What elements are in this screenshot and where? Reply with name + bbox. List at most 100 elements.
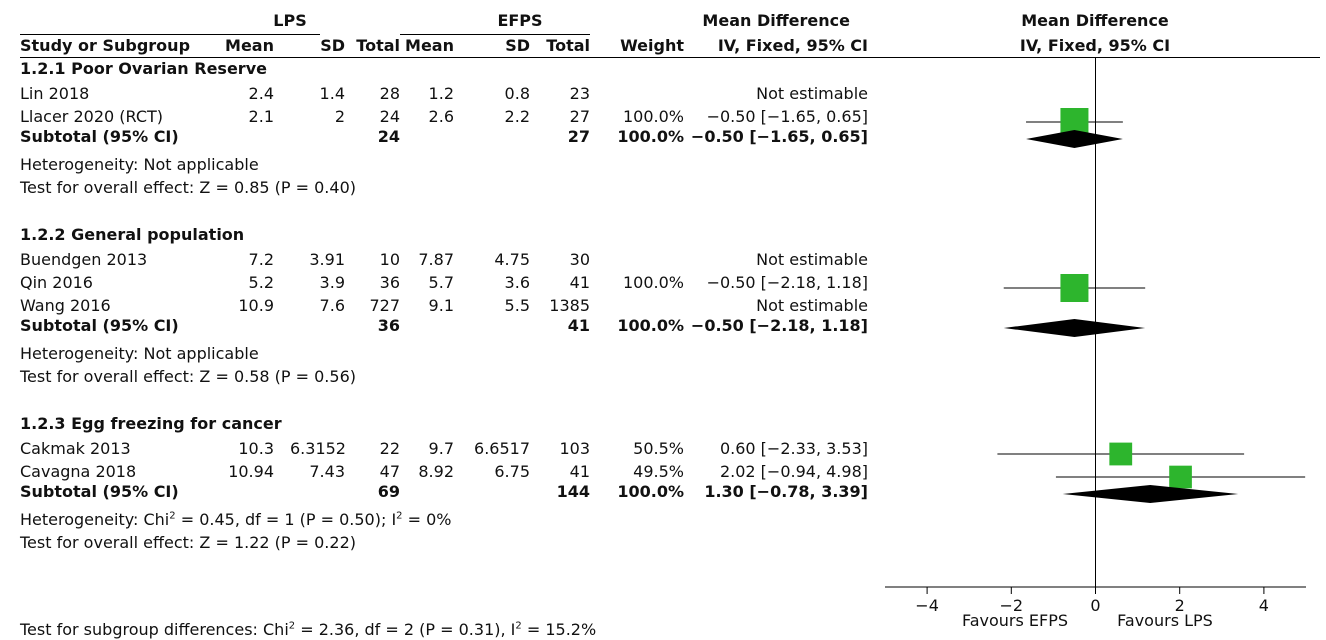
study-sd2: 2.2 (504, 107, 530, 126)
study-sd1: 7.43 (309, 462, 345, 481)
md-sub: IV, Fixed, 95% CI (717, 36, 868, 55)
heterogeneity-text: = 0% (402, 510, 452, 529)
study-mean2: 9.7 (428, 439, 454, 458)
subtotal-diamond (1062, 485, 1239, 503)
study-name: Llacer 2020 (RCT) (20, 107, 164, 126)
study-marker (1109, 442, 1133, 466)
overall-effect: Test for overall effect: Z = 1.22 (P = 0… (20, 533, 356, 552)
heterogeneity: Heterogeneity: Not applicable (20, 344, 259, 363)
plot-sub: IV, Fixed, 95% CI (1019, 36, 1171, 55)
subtotal-weight: 100.0% (617, 316, 684, 335)
study-n1: 28 (379, 84, 400, 103)
study-sd1: 3.91 (309, 250, 345, 269)
col-total2: Total (546, 36, 590, 55)
study-sd1: 1.4 (319, 84, 345, 103)
x-tick-label: −4 (915, 596, 939, 615)
subtotal-n2: 144 (556, 482, 590, 501)
study-weight: 49.5% (633, 462, 684, 481)
col-mean1: Mean (225, 36, 274, 55)
study-n2: 23 (569, 84, 590, 103)
study-mean1: 10.9 (238, 296, 274, 315)
study-n1: 10 (379, 250, 400, 269)
study-weight: 50.5% (633, 439, 684, 458)
subtotal-label: Subtotal (95% CI) (20, 127, 179, 146)
subtotal-n1: 24 (377, 127, 400, 146)
col-study: Study or Subgroup (20, 36, 191, 55)
x-tick-label: 2 (1175, 596, 1185, 615)
study-name: Cavagna 2018 (20, 462, 137, 481)
overall-effect: Test for overall effect: Z = 0.58 (P = 0… (20, 367, 356, 386)
study-n1: 727 (369, 296, 400, 315)
subgroup-title: 1.2.3 Egg freezing for cancer (20, 414, 282, 433)
study-ci: 0.60 [−2.33, 3.53] (719, 439, 868, 458)
study-name: Wang 2016 (20, 296, 111, 315)
subtotal-n2: 41 (567, 316, 590, 335)
study-mean1: 2.4 (248, 84, 274, 103)
study-name: Cakmak 2013 (20, 439, 131, 458)
study-mean1: 5.2 (248, 273, 274, 292)
x-tick-label: 4 (1259, 596, 1269, 615)
study-sd1: 6.3152 (290, 439, 346, 458)
heterogeneity-superscript: 2 (169, 510, 176, 522)
study-n2: 30 (569, 250, 590, 269)
study-sd1: 3.9 (319, 273, 345, 292)
favours-left-label: Favours EFPS (961, 611, 1069, 630)
study-weight: 100.0% (622, 107, 684, 126)
study-ci: Not estimable (756, 296, 868, 315)
subtotal-weight: 100.0% (617, 127, 684, 146)
study-mean1: 10.3 (238, 439, 274, 458)
study-sd1: 2 (334, 107, 345, 126)
subtotal-diamond (1026, 130, 1123, 148)
subtotal-n1: 69 (377, 482, 400, 501)
study-mean2: 7.87 (418, 250, 454, 269)
subgroup-title: 1.2.2 General population (20, 225, 245, 244)
study-n2: 41 (569, 273, 590, 292)
x-tick-label: 0 (1090, 596, 1100, 615)
plot-title: Mean Difference (1021, 11, 1169, 30)
study-n1: 36 (379, 273, 400, 292)
study-mean2: 9.1 (428, 296, 454, 315)
study-mean2: 1.2 (428, 84, 454, 103)
study-n1: 24 (379, 107, 400, 126)
subtotal-diamond (1003, 319, 1146, 337)
study-marker (1169, 465, 1192, 489)
subtotal-n2: 27 (567, 127, 590, 146)
study-n2: 41 (569, 462, 590, 481)
study-mean1: 10.94 (228, 462, 274, 481)
group2-header: EFPS (497, 11, 543, 30)
col-sd2: SD (505, 36, 530, 55)
study-name: Buendgen 2013 (20, 250, 148, 269)
group1-header: LPS (273, 11, 307, 30)
heterogeneity-text: = 0.45, df = 1 (P = 0.50); I (175, 510, 397, 529)
subgroup-diff-sup-a: 2 (288, 620, 296, 632)
subtotal-n1: 36 (377, 316, 400, 335)
subtotal-ci: −0.50 [−1.65, 0.65] (690, 127, 868, 146)
heterogeneity-superscript: 2 (396, 510, 403, 522)
study-marker (1060, 274, 1089, 302)
md-title: Mean Difference (702, 11, 850, 30)
heterogeneity: Heterogeneity: Chi2 = 0.45, df = 1 (P = … (20, 510, 452, 530)
study-ci: 2.02 [−0.94, 4.98] (719, 462, 868, 481)
study-ci: −0.50 [−1.65, 0.65] (706, 107, 868, 126)
study-ci: Not estimable (756, 250, 868, 269)
study-n1: 22 (379, 439, 400, 458)
heterogeneity: Heterogeneity: Not applicable (20, 155, 259, 174)
study-ci: Not estimable (756, 84, 868, 103)
study-sd2: 6.75 (494, 462, 530, 481)
col-mean2: Mean (405, 36, 454, 55)
subtotal-ci: −0.50 [−2.18, 1.18] (690, 316, 868, 335)
study-sd2: 3.6 (504, 273, 530, 292)
col-weight: Weight (620, 36, 684, 55)
col-total1: Total (356, 36, 400, 55)
header-line-lps (20, 34, 320, 35)
study-mean1: 2.1 (248, 107, 274, 126)
heterogeneity-text: Heterogeneity: Chi (20, 510, 170, 529)
subtotal-label: Subtotal (95% CI) (20, 316, 179, 335)
overall-effect: Test for overall effect: Z = 0.85 (P = 0… (20, 178, 356, 197)
x-tick-label: −2 (1000, 596, 1024, 615)
subgroup-title: 1.2.1 Poor Ovarian Reserve (20, 59, 267, 78)
subtotal-weight: 100.0% (617, 482, 684, 501)
study-ci: −0.50 [−2.18, 1.18] (706, 273, 868, 292)
study-mean1: 7.2 (248, 250, 274, 269)
